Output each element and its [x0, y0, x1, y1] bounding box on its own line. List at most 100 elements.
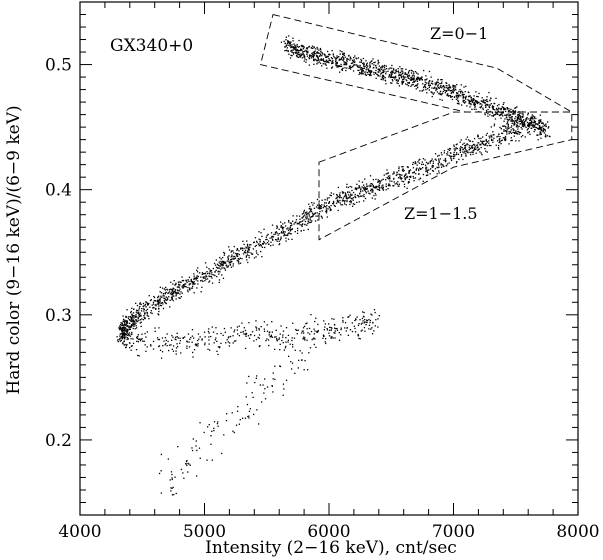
data-point — [478, 148, 480, 150]
data-point — [381, 65, 384, 67]
data-point — [471, 108, 473, 111]
data-point — [453, 96, 456, 98]
data-point — [342, 57, 345, 59]
data-point — [385, 179, 387, 181]
data-point — [306, 48, 309, 50]
data-point — [469, 147, 471, 150]
data-point — [432, 166, 434, 168]
data-point — [152, 340, 155, 343]
data-point — [402, 79, 404, 81]
data-point — [210, 270, 212, 272]
data-point — [509, 115, 511, 117]
data-point — [276, 339, 278, 341]
data-point — [130, 338, 132, 340]
data-point — [419, 167, 421, 169]
data-point — [190, 279, 192, 282]
data-point — [346, 183, 348, 185]
data-point — [436, 166, 438, 168]
data-point — [213, 427, 215, 429]
data-point — [319, 206, 321, 208]
data-point — [461, 147, 463, 149]
data-point — [278, 243, 280, 246]
data-point — [158, 308, 160, 310]
data-point — [514, 107, 516, 109]
data-point — [174, 338, 176, 340]
data-point — [316, 54, 318, 57]
data-point — [253, 334, 256, 337]
data-point — [321, 51, 323, 54]
data-point — [475, 91, 477, 93]
data-point — [400, 77, 403, 79]
data-point — [370, 60, 372, 63]
data-point — [402, 181, 405, 183]
data-point — [480, 140, 482, 142]
data-point — [512, 113, 514, 115]
data-point — [174, 284, 176, 286]
data-point — [378, 65, 380, 67]
data-point — [535, 117, 537, 120]
data-point — [366, 67, 368, 69]
data-point — [328, 197, 330, 199]
data-point — [303, 325, 306, 327]
data-point — [245, 332, 248, 334]
data-point — [353, 57, 355, 59]
data-point — [311, 45, 314, 47]
data-point — [499, 136, 501, 138]
data-point — [507, 119, 510, 121]
data-point — [222, 334, 224, 336]
data-point — [466, 136, 469, 138]
data-point — [513, 121, 516, 123]
data-point — [196, 277, 198, 279]
data-point — [220, 268, 222, 270]
data-point — [467, 99, 469, 101]
data-point — [295, 52, 297, 54]
data-point — [332, 203, 334, 205]
data-point — [284, 234, 286, 236]
data-point — [514, 123, 516, 126]
data-point — [350, 62, 353, 65]
data-point — [307, 220, 309, 222]
data-point — [397, 68, 399, 70]
data-point — [162, 307, 165, 310]
data-point — [349, 314, 351, 316]
data-point — [287, 42, 289, 44]
data-point — [439, 90, 442, 92]
data-point — [129, 335, 131, 337]
data-point — [534, 116, 536, 118]
data-point — [397, 80, 399, 82]
data-point — [496, 105, 499, 107]
data-point — [364, 65, 366, 67]
data-point — [345, 204, 347, 206]
data-point — [482, 99, 485, 101]
data-point — [187, 286, 189, 289]
data-point — [263, 240, 265, 243]
data-point — [192, 282, 194, 284]
data-point — [532, 123, 534, 126]
data-point — [489, 114, 491, 116]
data-point — [439, 98, 441, 101]
data-point — [289, 43, 291, 45]
data-point — [121, 331, 123, 333]
data-point — [390, 76, 393, 78]
data-point — [164, 301, 166, 303]
data-point — [342, 191, 344, 194]
data-point — [358, 337, 360, 340]
data-point — [129, 315, 132, 318]
data-point — [177, 292, 180, 294]
data-point — [136, 312, 138, 314]
data-point — [330, 209, 332, 211]
data-point — [456, 152, 458, 154]
data-point — [360, 61, 362, 63]
data-point — [422, 89, 425, 91]
data-point — [472, 153, 474, 155]
data-point — [168, 349, 170, 352]
data-point — [300, 221, 302, 223]
data-point — [130, 320, 132, 322]
data-point — [219, 271, 221, 273]
data-point — [142, 302, 145, 305]
data-point — [438, 158, 440, 160]
data-point — [233, 258, 235, 260]
data-point — [249, 244, 251, 246]
data-point — [218, 265, 221, 267]
data-point — [301, 220, 303, 222]
